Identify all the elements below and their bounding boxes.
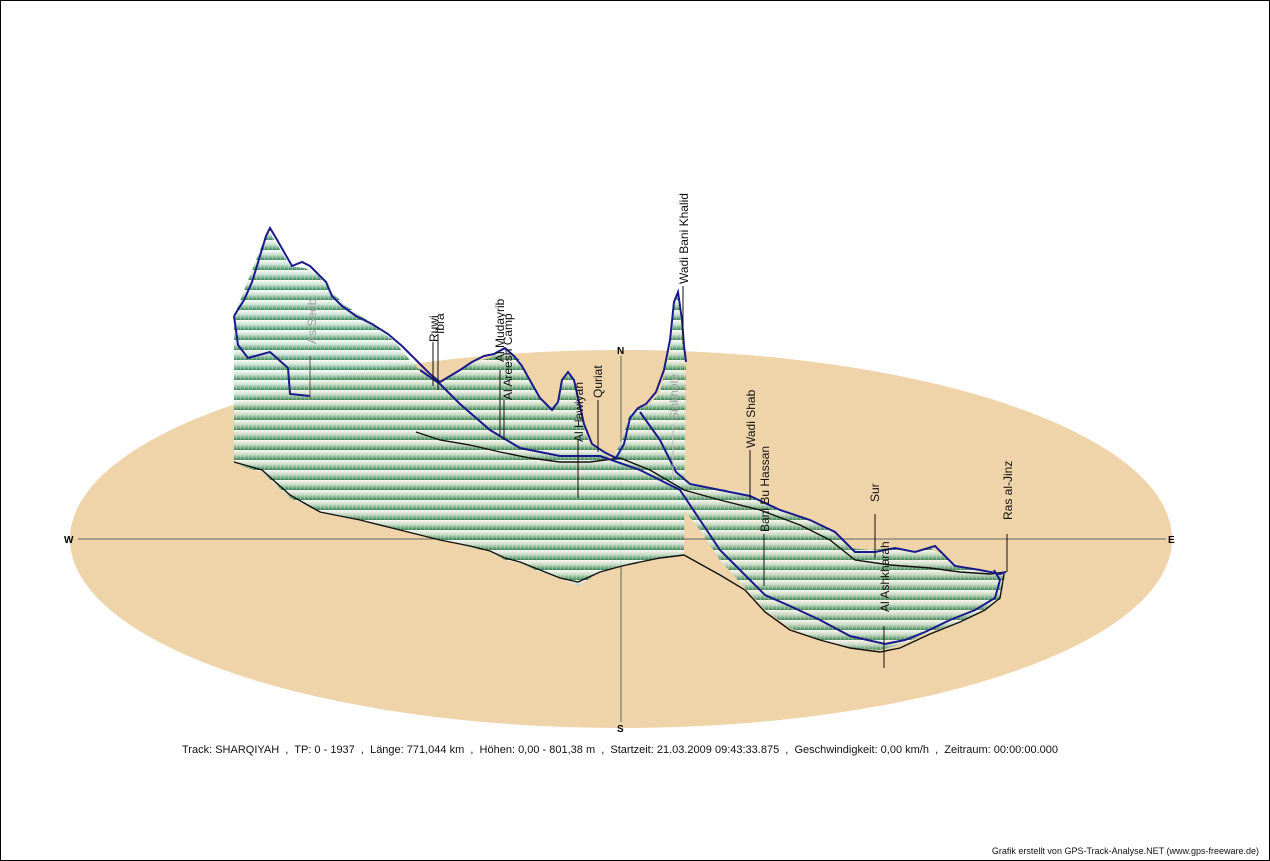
place-marker: Wadi Shab — [744, 389, 758, 500]
compass-north-label: N — [617, 346, 624, 357]
elevation-track-line — [233, 225, 1007, 646]
place-marker: As Seeb — [305, 298, 319, 398]
place-marker: Bani Bu Hassan — [758, 446, 772, 586]
place-marker: Al Mudayrib — [493, 298, 507, 436]
place-marker: Al Ashkharah — [878, 541, 892, 668]
place-label: Sur — [868, 483, 882, 502]
place-label: Ras al-Jinz — [1001, 461, 1015, 520]
place-label: Al Hawiyah — [572, 382, 586, 442]
place-label: Wadi Bani Khalid — [677, 193, 691, 284]
place-markers: As Seeb Ruwi Ibra Al Mudayrib Al Areesh … — [305, 193, 1015, 668]
elevation-curtains — [234, 229, 1006, 650]
place-marker: Sinkhole — [667, 374, 681, 482]
compass-south-label: S — [617, 724, 624, 735]
place-label: Quriat — [591, 365, 605, 398]
place-label: Al Mudayrib — [493, 298, 507, 362]
place-marker: Ibra — [433, 313, 447, 390]
place-marker: Wadi Bani Khalid — [677, 193, 691, 344]
credit-line: Grafik erstellt von GPS-Track-Analyse.NE… — [992, 846, 1259, 856]
track-info-line: Track: SHARQIYAH , TP: 0 - 1937 , Länge:… — [182, 744, 1058, 756]
compass-east-label: E — [1168, 535, 1175, 546]
place-label: Al Areesh Camp — [501, 313, 515, 400]
place-label: Al Ashkharah — [878, 541, 892, 612]
compass-west-label: W — [64, 535, 74, 546]
curtain-east — [660, 470, 1006, 650]
place-label: Ibra — [433, 313, 447, 334]
curtain-west — [234, 229, 686, 586]
place-marker: Quriat — [591, 365, 605, 452]
place-marker: Sur — [868, 483, 882, 558]
place-label: Bani Bu Hassan — [758, 446, 772, 532]
place-label: As Seeb — [305, 298, 319, 344]
place-marker: Al Areesh Camp — [501, 313, 515, 440]
place-marker: Ras al-Jinz — [1001, 461, 1015, 572]
place-marker: Al Hawiyah — [572, 382, 586, 498]
place-label: Wadi Shab — [744, 389, 758, 448]
place-label: Sinkhole — [667, 374, 681, 420]
ground-track-line — [233, 431, 1007, 653]
